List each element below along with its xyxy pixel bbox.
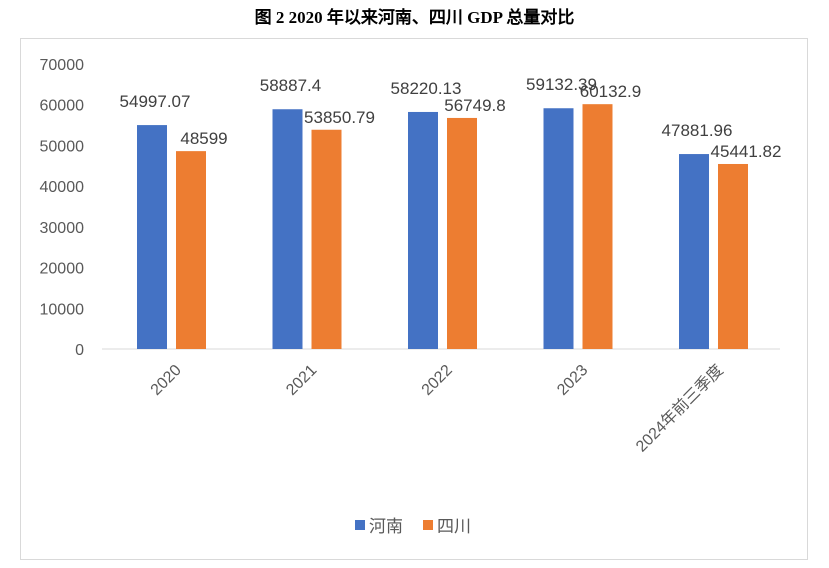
bar-四川 <box>311 129 342 349</box>
bar-河南 <box>679 154 709 349</box>
bar-河南 <box>408 111 438 349</box>
y-tick-label: 30000 <box>40 220 85 237</box>
x-tick-label: 2024年前三季度 <box>632 361 726 455</box>
bar-河南 <box>543 108 574 349</box>
y-tick-label: 10000 <box>40 301 85 318</box>
x-tick-label: 2023 <box>554 362 591 399</box>
bar-河南 <box>272 109 303 349</box>
bar-四川 <box>447 117 477 350</box>
chart-title: 图 2 2020 年以来河南、四川 GDP 总量对比 <box>254 8 575 27</box>
data-label: 48599 <box>180 129 227 148</box>
legend-label: 四川 <box>437 517 471 536</box>
y-tick-label: 0 <box>75 342 84 359</box>
x-tick-label: 2021 <box>283 362 320 399</box>
x-tick-label: 2022 <box>419 362 456 399</box>
bar-河南 <box>137 125 167 349</box>
y-tick-label: 20000 <box>40 261 85 278</box>
y-tick-label: 40000 <box>40 179 85 196</box>
data-label: 58887.4 <box>260 76 321 95</box>
data-label: 58220.13 <box>391 79 462 98</box>
bar-四川 <box>718 163 748 349</box>
bar-四川 <box>582 104 613 350</box>
y-tick-label: 70000 <box>40 57 85 74</box>
data-label: 53850.79 <box>304 108 375 127</box>
data-label: 56749.8 <box>444 96 505 115</box>
legend-label: 河南 <box>369 517 403 536</box>
chart-frame <box>20 38 808 560</box>
legend-swatch <box>355 520 365 530</box>
y-tick-label: 60000 <box>40 98 85 115</box>
y-tick-label: 50000 <box>40 138 85 155</box>
data-label: 47881.96 <box>662 121 733 140</box>
data-label: 45441.82 <box>711 142 782 161</box>
bar-四川 <box>176 151 206 349</box>
data-label: 59132.39 <box>526 75 597 94</box>
data-label: 60132.9 <box>580 82 641 101</box>
x-tick-label: 2020 <box>148 362 185 399</box>
legend-swatch <box>423 520 433 530</box>
data-label: 54997.07 <box>120 92 191 111</box>
